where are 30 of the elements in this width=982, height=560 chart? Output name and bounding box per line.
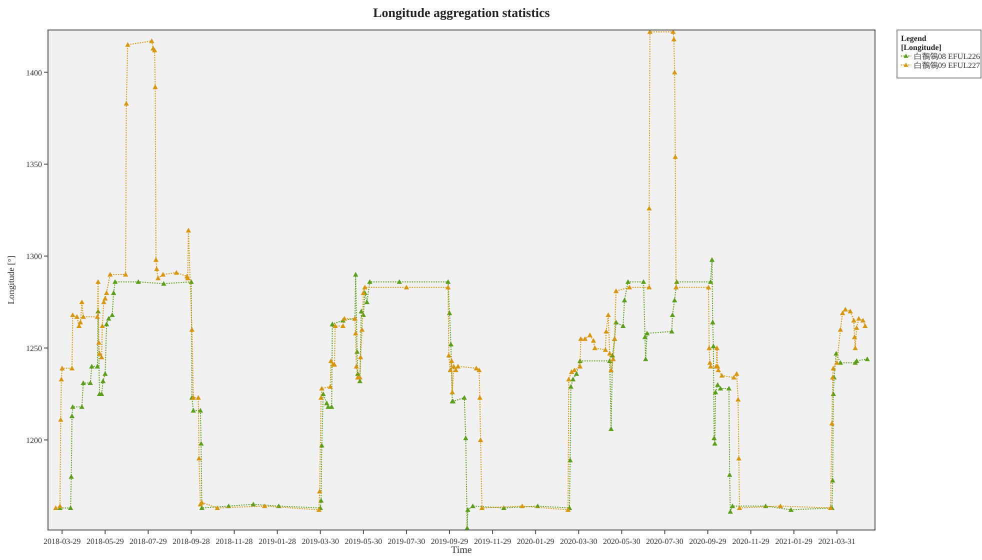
x-tick-label: 2019-11-29 bbox=[474, 537, 512, 546]
x-tick-label: 2018-07-29 bbox=[130, 537, 167, 546]
y-tick-label: 1200 bbox=[26, 436, 42, 445]
x-tick-label: 2019-01-28 bbox=[258, 537, 296, 546]
y-tick-label: 1300 bbox=[26, 252, 42, 262]
x-tick-label: 2019-05-30 bbox=[344, 537, 382, 546]
chart-title: Longitude aggregation statistics bbox=[373, 5, 550, 20]
y-axis-title: Longitude [°] bbox=[6, 256, 16, 304]
legend-label: 白鶺鴒09 EFUL227 bbox=[914, 61, 980, 70]
x-tick-label: 2020-05-30 bbox=[603, 537, 640, 546]
x-tick-label: 2018-05-29 bbox=[86, 537, 124, 546]
x-tick-label: 2018-11-28 bbox=[216, 537, 253, 546]
x-tick-label: 2019-09-29 bbox=[430, 537, 468, 546]
x-tick-label: 2018-03-29 bbox=[43, 537, 81, 546]
x-tick-label: 2020-03-30 bbox=[560, 537, 598, 546]
x-tick-label: 2021-01-29 bbox=[775, 537, 813, 546]
x-tick-label: 2018-09-28 bbox=[172, 537, 210, 546]
y-tick-label: 1350 bbox=[26, 160, 42, 170]
legend-title: Legend [Longitude] bbox=[901, 34, 942, 52]
x-tick-label: 2020-09-29 bbox=[689, 537, 726, 546]
legend-label: 白鶺鴒08 EFUL226 bbox=[914, 52, 980, 61]
x-tick-label: 2019-03-30 bbox=[302, 537, 340, 546]
x-tick-label: 2021-03-31 bbox=[818, 537, 856, 546]
x-tick-label: 2019-07-30 bbox=[388, 537, 426, 546]
x-tick-label: 2020-01-29 bbox=[516, 537, 554, 546]
y-tick-label: 1250 bbox=[26, 344, 42, 354]
x-axis-title: Time bbox=[451, 545, 472, 556]
x-tick-label: 2020-07-30 bbox=[646, 537, 684, 546]
x-tick-label: 2020-11-29 bbox=[732, 537, 770, 546]
y-tick-label: 1400 bbox=[26, 68, 42, 78]
